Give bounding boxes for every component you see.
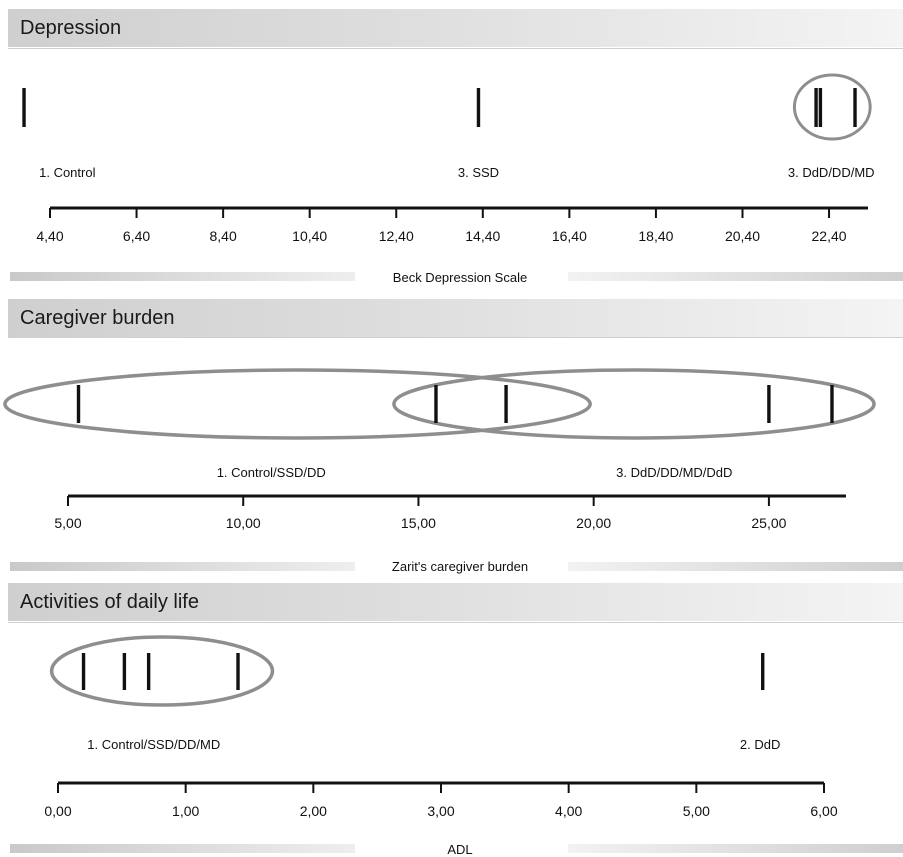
depression-header: Depression (8, 9, 903, 47)
depression-title: Depression (20, 17, 122, 39)
x-tick-label-0: 0,00 (44, 803, 71, 819)
adl-header: Activities of daily life (8, 583, 903, 621)
adl-panel: Activities of daily life 1. Control/SSD/… (0, 577, 903, 857)
x-tick-label-5: 5,00 (683, 803, 710, 819)
group-ellipse-2 (792, 73, 872, 141)
group-label-1: 2. DdD (740, 737, 780, 752)
adl-title: Activities of daily life (20, 591, 199, 613)
x-tick-label-1: 1,00 (172, 803, 199, 819)
x-tick-label-5: 14,40 (465, 228, 500, 244)
x-tick-label-8: 20,40 (725, 228, 760, 244)
depression-axis-label: Beck Depression Scale (392, 270, 528, 285)
caregiver-burden-header: Caregiver burden (8, 299, 903, 337)
x-tick-label-4: 25,00 (751, 515, 786, 531)
adl-plot: 1. Control/SSD/DD/MD 2. DdD 0,00 1,00 2,00 3,… (44, 635, 838, 819)
group-label-0: 1. Control/SSD/DD/MD (87, 737, 220, 752)
x-tick-label-2: 15,00 (401, 515, 436, 531)
group-ellipse-0 (49, 635, 275, 707)
x-tick-label-3: 10,40 (292, 228, 327, 244)
x-tick-label-2: 2,00 (300, 803, 327, 819)
group-label-0: 1. Control (39, 165, 95, 180)
caregiver-burden-plot: 1. Control/SSD/DD 3. DdD/DD/MD/DdD 5,00 10,… (3, 368, 876, 531)
x-tick-label-4: 4,00 (555, 803, 582, 819)
caregiver-burden-axis-label: Zarit's caregiver burden (391, 559, 529, 574)
group-label-1: 3. SSD (458, 165, 499, 180)
group-label-1: 3. DdD/DD/MD/DdD (616, 465, 732, 480)
x-tick-label-2: 8,40 (209, 228, 236, 244)
x-tick-label-7: 18,40 (638, 228, 673, 244)
x-tick-label-1: 6,40 (123, 228, 150, 244)
group-ellipse-1 (392, 368, 876, 440)
depression-panel: Depression 1. Control 3. SSD 3. DdD/DD/MD 4… (0, 0, 903, 290)
caregiver-burden-panel: Caregiver burden 1. Control/SSD/DD 3. DdD… (0, 290, 903, 580)
x-tick-label-6: 16,40 (552, 228, 587, 244)
group-ellipse-0 (3, 368, 592, 440)
x-tick-label-4: 12,40 (379, 228, 414, 244)
x-tick-label-3: 20,00 (576, 515, 611, 531)
caregiver-burden-title: Caregiver burden (20, 307, 175, 329)
x-tick-label-3: 3,00 (427, 803, 454, 819)
group-label-2: 3. DdD/DD/MD (788, 165, 875, 180)
adl-axis-label: ADL (447, 842, 473, 857)
x-tick-label-0: 5,00 (54, 515, 81, 531)
x-tick-label-1: 10,00 (226, 515, 261, 531)
group-label-0: 1. Control/SSD/DD (217, 465, 326, 480)
x-tick-label-9: 22,40 (812, 228, 847, 244)
x-tick-label-6: 6,00 (810, 803, 837, 819)
depression-plot: 1. Control 3. SSD 3. DdD/DD/MD 4,40 6,40 8,40… (22, 73, 875, 244)
x-tick-label-0: 4,40 (36, 228, 63, 244)
